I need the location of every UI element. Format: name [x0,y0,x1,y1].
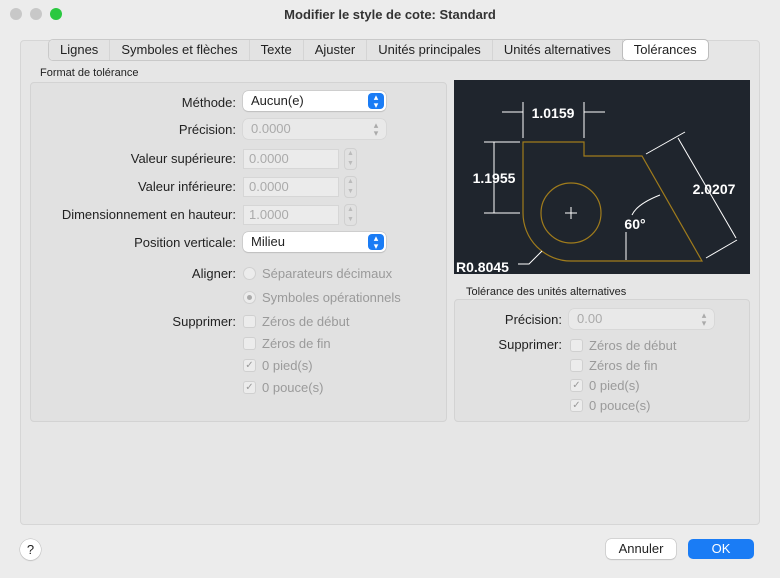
alt-group-title: Tolérance des unités alternatives [466,286,627,298]
part-outline [522,141,704,262]
tab-unites-alternatives[interactable]: Unités alternatives [492,40,623,60]
checkbox-label: 0 pied(s) [262,358,313,373]
checkbox-label: Zéros de début [589,338,677,353]
radio-icon [243,267,256,280]
dim-top-lines [502,102,605,138]
tab-tolerances[interactable]: Tolérances [622,40,708,60]
hauteur-stepper[interactable]: ▲ ▼ [344,204,357,226]
chevron-updown-icon: ▴ ▾ [701,310,707,328]
methode-label: Méthode: [181,95,236,110]
valeur-sup-input[interactable]: 0.0000 [243,149,339,169]
minimize-button[interactable] [30,8,42,20]
dim-top: 1.0159 [532,105,575,121]
format-group-title: Format de tolérance [40,67,139,79]
checkmark-icon: ✓ [243,359,256,372]
checkbox-label: Zéros de fin [262,336,331,351]
checkbox-icon [243,315,256,328]
radio-symboles[interactable]: Symboles opérationnels [243,290,401,305]
zoom-button[interactable] [50,8,62,20]
checkbox-label: Zéros de fin [589,358,658,373]
tab-lignes[interactable]: Lignes [49,40,111,60]
dim-left: 1.1955 [473,170,516,186]
preview-drawing: 1.0159 1.1955 2.0207 60° R0.8045 [454,80,750,274]
checkbox-icon [570,359,583,372]
tab-symboles[interactable]: Symboles et flèches [110,40,250,60]
checkmark-icon: ✓ [570,399,583,412]
methode-value: Aucun(e) [251,93,304,108]
part-hole [540,182,602,244]
tab-unites-principales[interactable]: Unités principales [367,40,493,60]
precision-select[interactable]: 0.0000 ▴ ▾ [243,119,386,139]
checkbox-zeros-fin[interactable]: Zéros de fin [243,336,331,351]
dim-angle-lines [625,194,661,260]
dim-right: 2.0207 [693,181,736,197]
dim-left-lines [484,141,520,214]
checkbox-label: Zéros de début [262,314,350,329]
alt-precision-select[interactable]: 0.00 ▴ ▾ [569,309,714,329]
checkbox-label: 0 pied(s) [589,378,640,393]
dim-radius: R0.8045 [456,259,509,274]
aligner-label: Aligner: [191,266,236,281]
checkbox-zeros-debut[interactable]: Zéros de début [243,314,349,329]
alt-checkbox-pieds[interactable]: ✓ 0 pied(s) [570,378,640,393]
close-button[interactable] [10,8,22,20]
checkbox-pouces[interactable]: ✓ 0 pouce(s) [243,380,323,395]
center-mark [565,207,577,219]
position-select[interactable]: Milieu ▴ ▾ [243,232,386,252]
checkbox-icon [243,337,256,350]
dim-angle: 60° [624,216,645,232]
alt-precision-label: Précision: [504,312,562,327]
alt-checkbox-zeros-debut[interactable]: Zéros de début [570,338,676,353]
tab-texte[interactable]: Texte [249,40,304,60]
valeur-sup-label: Valeur supérieure: [130,151,236,166]
hauteur-input[interactable]: 1.0000 [243,205,339,225]
precision-value: 0.0000 [251,121,291,136]
checkbox-label: 0 pouce(s) [262,380,324,395]
dim-radius-leader [518,250,543,265]
alt-precision-value: 0.00 [577,311,603,326]
help-button[interactable]: ? [20,539,41,560]
alt-checkbox-pouces[interactable]: ✓ 0 pouce(s) [570,398,650,413]
chevron-updown-icon: ▴ ▾ [368,93,384,110]
radio-label: Symboles opérationnels [262,290,401,305]
tab-bar: Lignes Symboles et flèches Texte Ajuster… [48,39,709,61]
alt-checkbox-zeros-fin[interactable]: Zéros de fin [570,358,658,373]
radio-label: Séparateurs décimaux [262,266,393,281]
checkmark-icon: ✓ [570,379,583,392]
supprimer-label: Supprimer: [172,314,236,329]
ok-button[interactable]: OK [688,539,754,559]
cancel-button[interactable]: Annuler [606,539,676,559]
position-label: Position verticale: [134,235,236,250]
valeur-inf-label: Valeur inférieure: [137,179,236,194]
checkbox-label: 0 pouce(s) [589,398,651,413]
chevron-updown-icon: ▴ ▾ [368,234,384,251]
valeur-inf-input[interactable]: 0.0000 [243,177,339,197]
position-value: Milieu [251,234,285,249]
checkbox-icon [570,339,583,352]
methode-select[interactable]: Aucun(e) ▴ ▾ [243,91,386,111]
chevron-updown-icon: ▴ ▾ [373,120,379,138]
dim-right-lines [645,131,738,259]
checkbox-pieds[interactable]: ✓ 0 pied(s) [243,358,313,373]
precision-label: Précision: [178,122,236,137]
checkmark-icon: ✓ [243,381,256,394]
valeur-inf-stepper[interactable]: ▲ ▼ [344,176,357,198]
window-title: Modifier le style de cote: Standard [284,6,496,22]
hauteur-label: Dimensionnement en hauteur: [61,207,236,222]
radio-icon [243,291,256,304]
radio-separateurs[interactable]: Séparateurs décimaux [243,266,392,281]
title-bar: Modifier le style de cote: Standard [0,0,780,28]
valeur-sup-stepper[interactable]: ▲ ▼ [344,148,357,170]
tab-ajuster[interactable]: Ajuster [303,40,368,60]
alt-supprimer-label: Supprimer: [498,337,562,352]
